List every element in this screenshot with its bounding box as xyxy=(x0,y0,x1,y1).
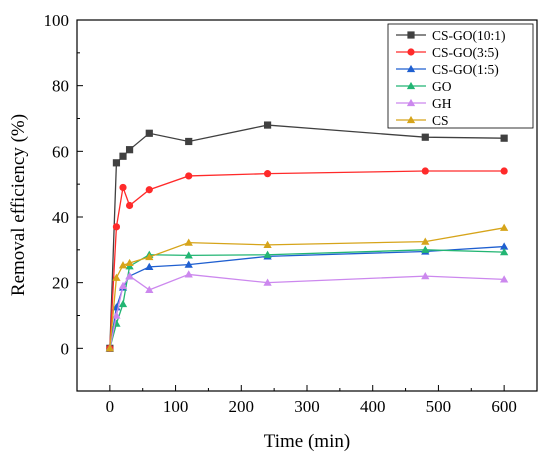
legend-item: CS-GO(3:5) xyxy=(396,45,499,60)
data-point xyxy=(500,242,509,250)
legend-marker xyxy=(406,98,416,107)
y-tick-label: 40 xyxy=(52,208,69,227)
data-point xyxy=(184,270,193,278)
data-point xyxy=(263,250,272,258)
data-point xyxy=(119,152,127,160)
data-point xyxy=(118,299,128,308)
legend: CS-GO(10:1) CS-GO(3:5) CS-GO(1:5) GO GH CS xyxy=(387,23,534,129)
data-point xyxy=(145,285,154,293)
x-tick-label: 400 xyxy=(360,397,386,416)
x-tick-label: 100 xyxy=(163,397,189,416)
series-line xyxy=(109,124,505,349)
y-tick-label: 20 xyxy=(52,274,69,293)
legend-item: GH xyxy=(396,96,452,111)
data-point xyxy=(118,261,128,269)
legend-item: CS-GO(1:5) xyxy=(396,62,499,77)
data-point xyxy=(145,129,153,137)
data-point xyxy=(184,238,193,246)
data-point xyxy=(118,281,128,290)
data-point xyxy=(145,252,154,261)
series-5 xyxy=(105,223,509,352)
series-line xyxy=(109,245,505,349)
data-point xyxy=(184,260,193,268)
legend-item: CS xyxy=(396,113,449,128)
y-tick-label: 60 xyxy=(52,142,69,161)
legend-marker xyxy=(406,64,416,73)
data-point xyxy=(125,258,134,267)
data-point xyxy=(263,121,272,129)
legend-box xyxy=(387,23,534,129)
data-point xyxy=(184,251,193,259)
data-point xyxy=(125,271,134,280)
data-point xyxy=(421,133,429,141)
data-point xyxy=(185,137,193,146)
data-point xyxy=(500,247,509,256)
data-point xyxy=(421,271,430,280)
data-point xyxy=(500,275,509,283)
data-point xyxy=(185,172,193,180)
x-tick-label: 0 xyxy=(106,397,115,416)
legend-items: CS-GO(10:1) CS-GO(3:5) CS-GO(1:5) GO GH CS xyxy=(396,28,506,128)
x-tick-label: 200 xyxy=(229,397,255,416)
data-point xyxy=(125,201,134,210)
series-3 xyxy=(105,245,509,352)
y-tick-label: 0 xyxy=(61,339,70,358)
data-point xyxy=(421,167,429,175)
series-layer xyxy=(105,121,509,352)
data-point xyxy=(263,240,272,249)
x-axis-title: Time (min) xyxy=(264,431,350,452)
data-point xyxy=(263,278,272,286)
data-point xyxy=(500,223,509,231)
series-1 xyxy=(106,167,508,352)
series-4 xyxy=(105,270,509,352)
series-0 xyxy=(106,121,508,352)
legend-label: GO xyxy=(432,79,452,94)
y-axis-title: Removal efficiency (%) xyxy=(8,114,29,296)
legend-item: GO xyxy=(396,79,452,94)
y-tick-label: 100 xyxy=(44,11,70,30)
legend-label: CS-GO(1:5) xyxy=(432,62,499,77)
data-point xyxy=(112,273,121,281)
data-point xyxy=(421,237,430,245)
x-tick-label: 300 xyxy=(294,397,320,416)
series-line xyxy=(109,273,505,349)
y-tick-label: 80 xyxy=(52,77,69,96)
x-tick-label: 600 xyxy=(491,397,517,416)
legend-marker xyxy=(407,31,415,39)
data-point xyxy=(119,183,127,192)
data-point xyxy=(112,311,121,319)
legend-label: CS-GO(3:5) xyxy=(432,45,499,60)
data-point xyxy=(500,167,508,175)
legend-marker xyxy=(406,115,416,124)
legend-label: CS-GO(10:1) xyxy=(432,28,506,43)
data-point xyxy=(145,186,153,194)
data-point xyxy=(263,170,272,178)
data-point xyxy=(421,245,430,253)
legend-label: CS xyxy=(432,113,449,128)
axis-layer: 0 100 200 300 400 500 600 0 20 40 60 80 100 xyxy=(44,11,517,416)
series-line xyxy=(109,170,505,349)
data-point xyxy=(112,159,121,167)
legend-marker xyxy=(407,48,415,56)
data-point xyxy=(112,223,121,231)
legend-item: CS-GO(10:1) xyxy=(396,28,506,43)
legend-marker xyxy=(406,81,416,90)
data-point xyxy=(105,344,114,352)
data-point xyxy=(500,134,508,142)
data-point xyxy=(125,146,134,154)
series-line xyxy=(109,227,505,349)
series-line xyxy=(109,249,505,349)
data-point xyxy=(145,262,154,271)
x-tick-label: 500 xyxy=(426,397,452,416)
series-2 xyxy=(105,242,509,352)
legend-label: GH xyxy=(432,96,452,111)
